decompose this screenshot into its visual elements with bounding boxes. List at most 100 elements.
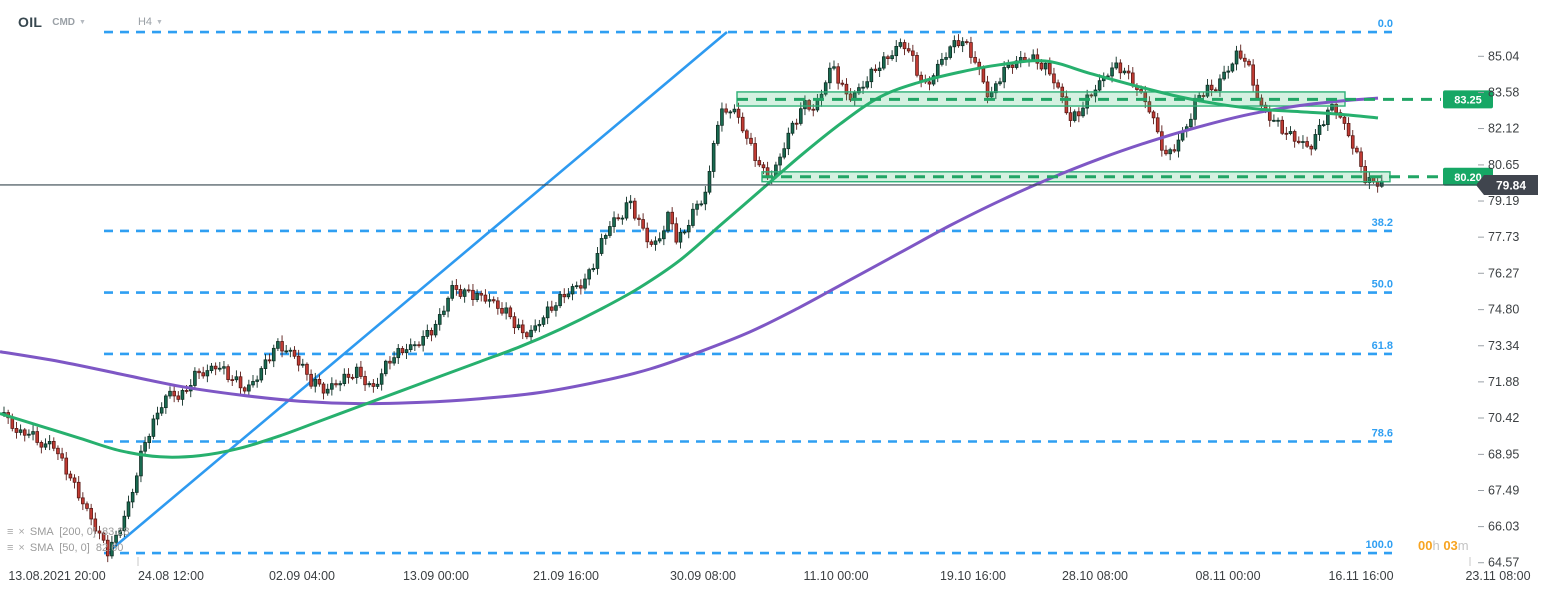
candle: [1288, 131, 1293, 134]
candle: [948, 46, 952, 58]
chevron-down-icon: ▼: [156, 18, 163, 26]
candle: [1234, 50, 1239, 65]
candle: [18, 429, 23, 433]
chevron-down-icon: ▼: [79, 18, 86, 26]
candle: [147, 435, 152, 443]
candle-countdown-timer: 00h 03m: [1418, 538, 1469, 553]
candle: [483, 294, 488, 302]
countdown-hours: 00: [1418, 538, 1433, 553]
candle: [1039, 62, 1044, 70]
candle: [790, 122, 795, 134]
candle: [994, 83, 998, 94]
indicator-settings-icon[interactable]: ≡: [7, 525, 14, 538]
candle: [300, 363, 305, 366]
candle: [579, 285, 583, 289]
candle: [520, 324, 525, 334]
candle: [238, 376, 243, 389]
candle: [940, 58, 944, 65]
candle: [1201, 95, 1206, 97]
candle: [1118, 62, 1123, 74]
candle: [1072, 111, 1077, 121]
market-dropdown[interactable]: CMD ▼: [52, 17, 86, 28]
candle: [1081, 107, 1085, 117]
candle: [989, 92, 994, 98]
time-axis-label: 02.09 04:00: [269, 569, 335, 583]
indicator-close-icon[interactable]: ×: [18, 541, 25, 554]
price-axis-label: 74.80: [1488, 303, 1519, 317]
candle: [47, 440, 52, 445]
time-axis: 13.08.2021 20:00 24.08 12:00 02.09 04:00 13…: [8, 557, 1531, 583]
candle: [550, 306, 554, 311]
candle: [886, 56, 890, 60]
indicator-close-icon[interactable]: ×: [18, 525, 25, 538]
candle: [981, 68, 986, 83]
candle: [562, 293, 567, 298]
candle: [52, 440, 56, 449]
candle: [828, 67, 832, 84]
candle: [172, 390, 176, 397]
trendline[interactable]: [106, 31, 728, 555]
candle: [1309, 145, 1314, 150]
candle: [346, 373, 351, 378]
candle: [786, 132, 791, 150]
candle: [699, 203, 703, 206]
candle: [666, 211, 670, 232]
candle: [952, 40, 957, 48]
candle: [898, 42, 903, 47]
candle: [724, 108, 728, 113]
fib-level-label: 100.0: [1365, 539, 1393, 551]
candle: [437, 314, 442, 325]
candle: [184, 390, 189, 392]
price-axis: 85.04 83.58 82.12 80.65 79.19 77.73 76.27 74.80…: [1478, 49, 1519, 570]
candle: [686, 225, 691, 233]
price-axis-label: 68.95: [1488, 447, 1519, 461]
candle: [674, 223, 679, 243]
price-axis-label: 70.42: [1488, 411, 1519, 425]
candle: [1330, 103, 1334, 111]
candle: [1214, 89, 1218, 92]
candle: [599, 238, 604, 254]
candle: [288, 349, 293, 352]
candle: [176, 395, 181, 400]
candle: [1052, 73, 1056, 84]
time-axis-label: 23.11 08:00: [1465, 569, 1530, 583]
candle: [587, 269, 591, 280]
timeframe-dropdown[interactable]: H4 ▼: [138, 16, 163, 28]
candle: [645, 227, 650, 243]
candle: [14, 428, 19, 433]
candle: [417, 344, 421, 347]
candle: [27, 433, 31, 436]
candle: [537, 323, 542, 327]
candle: [413, 344, 417, 347]
candle: [1023, 57, 1027, 61]
candle: [508, 307, 513, 318]
candle: [487, 299, 492, 302]
candle: [736, 108, 741, 118]
candle: [122, 515, 127, 532]
candle: [292, 349, 297, 357]
candle: [861, 86, 865, 89]
candle: [242, 387, 247, 392]
candle: [1172, 149, 1177, 152]
candle: [475, 293, 479, 300]
candlesticks: [2, 34, 1384, 563]
candle: [935, 63, 940, 77]
sma-50-line: [0, 59, 1379, 459]
price-axis-label: 79.19: [1488, 194, 1519, 208]
candle: [915, 55, 919, 76]
candle: [633, 200, 637, 219]
candle: [1160, 131, 1164, 151]
candle: [263, 359, 268, 369]
candle: [757, 160, 762, 166]
candle: [81, 497, 85, 505]
market-label: CMD: [52, 16, 76, 28]
candle: [1272, 119, 1276, 122]
candle: [10, 417, 15, 429]
candle: [72, 477, 77, 483]
candle: [110, 541, 114, 557]
candle: [205, 370, 210, 377]
indicator-settings-icon[interactable]: ≡: [7, 541, 14, 554]
price-axis-label: 82.12: [1488, 122, 1519, 136]
